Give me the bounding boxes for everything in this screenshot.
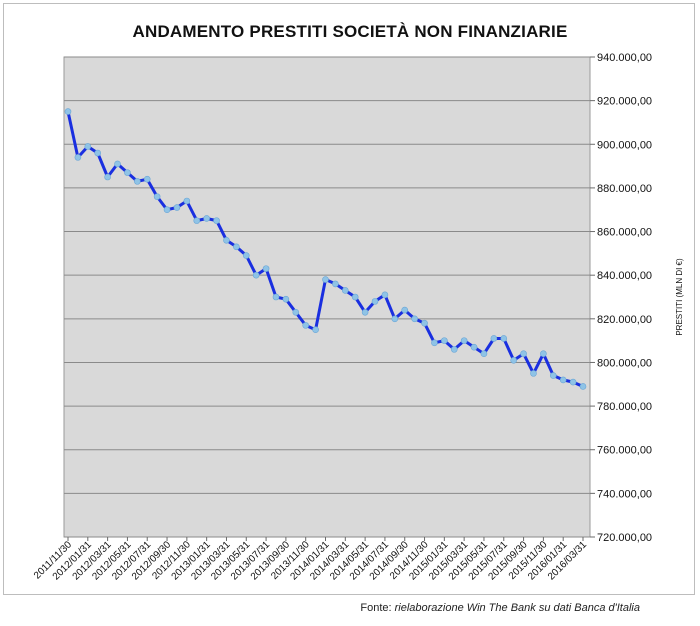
data-point bbox=[233, 243, 240, 251]
data-point bbox=[520, 350, 527, 358]
data-point bbox=[579, 383, 587, 390]
data-point bbox=[124, 169, 131, 176]
data-point bbox=[292, 308, 300, 316]
data-point bbox=[262, 265, 270, 272]
data-point bbox=[193, 217, 201, 224]
y-tick-label: 720.000,00 bbox=[597, 532, 652, 544]
data-point bbox=[173, 204, 181, 211]
source-prefix: Fonte: bbox=[360, 602, 395, 614]
data-point bbox=[322, 276, 329, 283]
data-point bbox=[104, 173, 111, 181]
data-point bbox=[74, 154, 82, 161]
y-tick-label: 780.000,00 bbox=[597, 401, 652, 413]
plot-area bbox=[63, 56, 591, 538]
y-tick-label: 940.000,00 bbox=[597, 52, 652, 64]
data-point bbox=[510, 356, 517, 364]
data-point bbox=[312, 326, 319, 334]
data-point bbox=[302, 322, 309, 329]
data-point bbox=[401, 306, 409, 314]
data-point bbox=[361, 308, 369, 316]
data-point bbox=[411, 315, 418, 323]
data-point bbox=[559, 376, 567, 384]
data-point bbox=[450, 346, 458, 353]
y-axis-title: PRESTITI (MLN DI €) bbox=[675, 258, 684, 336]
data-point bbox=[540, 350, 547, 358]
data-point bbox=[391, 315, 399, 323]
source-note: Fonte: rielaborazione Win The Bank su da… bbox=[0, 602, 640, 614]
data-point bbox=[421, 319, 428, 327]
data-point bbox=[252, 271, 260, 279]
y-tick-label: 740.000,00 bbox=[597, 488, 652, 500]
data-point bbox=[460, 337, 468, 344]
data-point bbox=[213, 217, 220, 224]
data-point bbox=[272, 293, 280, 301]
y-tick-label: 820.000,00 bbox=[597, 314, 652, 326]
data-point bbox=[490, 335, 498, 342]
data-point bbox=[94, 149, 102, 157]
data-point bbox=[153, 193, 161, 200]
data-point bbox=[143, 175, 151, 183]
chart-title: ANDAMENTO PRESTITI SOCIETÀ NON FINANZIAR… bbox=[132, 22, 568, 41]
y-tick-label: 840.000,00 bbox=[597, 270, 652, 282]
data-point bbox=[480, 350, 488, 358]
data-point bbox=[500, 335, 508, 342]
data-point bbox=[371, 298, 379, 305]
data-point bbox=[163, 206, 171, 214]
data-point bbox=[530, 370, 537, 377]
data-point bbox=[203, 215, 210, 222]
data-point bbox=[351, 293, 359, 301]
data-point bbox=[549, 372, 557, 379]
y-tick-label: 860.000,00 bbox=[597, 227, 652, 239]
line-chart: 720.000,00 740.000,00 760.000,00 780.000,00… bbox=[32, 52, 684, 583]
data-point bbox=[431, 339, 438, 347]
data-point bbox=[223, 236, 230, 244]
data-point bbox=[242, 252, 250, 259]
data-point bbox=[342, 287, 349, 294]
data-point bbox=[114, 160, 121, 168]
data-point bbox=[64, 108, 72, 115]
data-point bbox=[84, 143, 92, 150]
y-tick-label: 880.000,00 bbox=[597, 183, 652, 195]
data-point bbox=[282, 295, 290, 303]
data-point bbox=[470, 343, 478, 351]
source-text: rielaborazione Win The Bank su dati Banc… bbox=[394, 602, 640, 614]
data-point bbox=[134, 178, 141, 185]
y-tick-label: 800.000,00 bbox=[597, 357, 652, 369]
y-tick-label: 920.000,00 bbox=[597, 96, 652, 108]
data-point bbox=[441, 337, 448, 344]
data-point bbox=[569, 378, 577, 386]
y-tick-label: 760.000,00 bbox=[597, 445, 652, 457]
y-tick-label: 900.000,00 bbox=[597, 139, 652, 151]
data-point bbox=[381, 291, 389, 299]
data-point bbox=[332, 280, 339, 288]
data-point bbox=[183, 197, 191, 205]
